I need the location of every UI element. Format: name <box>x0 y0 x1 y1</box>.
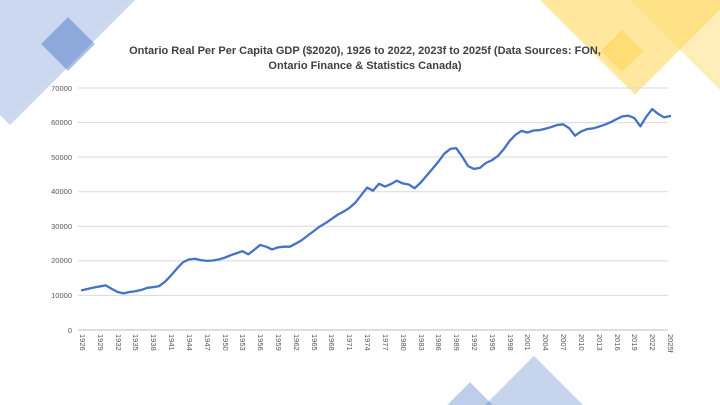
x-axis-tick-label: 1950 <box>220 334 230 351</box>
chart-title-line2: Ontario Finance & Statistics Canada) <box>268 60 462 72</box>
x-axis-tick-label: 1977 <box>380 334 390 351</box>
x-axis-tick-label: 2004 <box>541 334 551 351</box>
x-axis-tick-label: 1968 <box>327 334 337 351</box>
x-axis-tick-label: 2025f <box>666 334 676 353</box>
x-axis-tick-label: 1986 <box>434 334 444 351</box>
x-axis-tick-label: 1953 <box>238 334 248 351</box>
x-axis-tick-label: 1926 <box>78 334 87 351</box>
y-axis-tick-label: 10000 <box>51 290 72 300</box>
x-axis-tick-label: 2019 <box>630 334 640 351</box>
y-axis-tick-label: 40000 <box>51 187 72 197</box>
x-axis-tick-label: 1944 <box>184 334 194 351</box>
x-axis-tick-label: 1938 <box>149 334 159 351</box>
x-axis-tick-label: 1995 <box>487 334 497 351</box>
x-axis-tick-label: 1932 <box>113 334 123 351</box>
y-axis-tick-label: 30000 <box>51 221 72 231</box>
x-axis-tick-label: 1965 <box>309 334 319 351</box>
x-axis-tick-label: 2022 <box>648 334 658 351</box>
x-axis-tick-label: 1980 <box>398 334 408 351</box>
x-axis-tick-label: 2016 <box>612 334 622 351</box>
y-axis-tick-label: 20000 <box>51 256 72 266</box>
chart-title: Ontario Real Per Per Capita GDP ($2020),… <box>60 44 670 74</box>
gdp-series-line <box>80 107 672 295</box>
chart-title-line1: Ontario Real Per Per Capita GDP ($2020),… <box>129 45 601 57</box>
x-axis-tick-label: 1947 <box>202 334 212 351</box>
x-axis-tick-label: 2010 <box>576 334 586 351</box>
y-axis-tick-label: 50000 <box>51 152 72 162</box>
x-axis-tick-label: 1935 <box>131 334 141 351</box>
x-axis-tick-label: 1959 <box>274 334 284 351</box>
x-axis-tick-label: 2013 <box>594 334 604 351</box>
y-axis-tick-label: 70000 <box>51 83 72 93</box>
x-axis-tick-label: 1983 <box>416 334 426 351</box>
x-axis-tick-label: 1941 <box>167 334 177 351</box>
x-axis-tick-label: 1992 <box>470 334 480 351</box>
y-axis-tick-label: 60000 <box>51 118 72 128</box>
x-axis-tick-label: 1971 <box>345 334 355 351</box>
x-axis-tick-label: 1974 <box>363 334 373 351</box>
x-axis-tick-label: 2001 <box>523 334 533 351</box>
x-axis-tick-label: 1929 <box>95 334 105 351</box>
plot-area <box>78 87 672 331</box>
x-axis-tick-label: 2007 <box>559 334 569 351</box>
y-axis-tick-label: 0 <box>67 325 72 335</box>
x-axis-tick-label: 1989 <box>452 334 462 351</box>
x-axis-tick-label: 1956 <box>256 334 266 351</box>
x-axis-tick-label: 1962 <box>291 334 301 351</box>
x-axis-tick-label: 1998 <box>505 334 515 351</box>
